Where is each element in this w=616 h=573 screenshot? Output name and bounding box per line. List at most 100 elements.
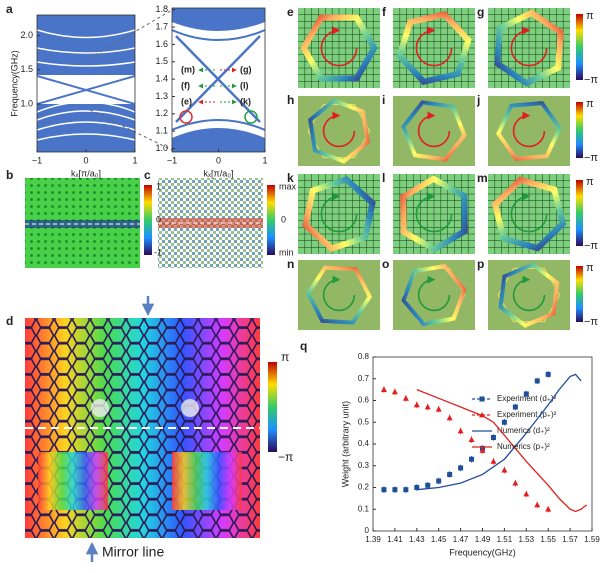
rotation-arrow bbox=[320, 192, 358, 233]
y-tick-label: 0.4 bbox=[358, 439, 370, 448]
band-zoom bbox=[172, 8, 265, 152]
data-point bbox=[435, 406, 442, 412]
data-point bbox=[446, 414, 453, 421]
edge-field bbox=[498, 262, 560, 328]
x-tick-label: 1.49 bbox=[475, 535, 491, 544]
rotation-arrow bbox=[510, 192, 548, 233]
y-tick-label: 1.0 bbox=[155, 143, 168, 153]
field-image bbox=[298, 260, 380, 330]
y-tick-label: 0.7 bbox=[358, 374, 370, 383]
edge-field bbox=[302, 176, 376, 252]
y-tick-label: 0.3 bbox=[358, 461, 370, 470]
vortex bbox=[172, 452, 242, 510]
panel-label: m bbox=[477, 171, 488, 185]
data-line bbox=[416, 389, 587, 513]
y-tick-label: 1.3 bbox=[155, 91, 168, 101]
panel-label: j bbox=[476, 93, 480, 107]
edge-field bbox=[401, 263, 467, 327]
data-point bbox=[545, 506, 552, 512]
rotation-arrow bbox=[415, 192, 453, 233]
annotation: Mirror line bbox=[102, 544, 164, 560]
panel-label: h bbox=[287, 93, 294, 107]
plot-frame bbox=[372, 356, 593, 532]
data-point bbox=[479, 447, 486, 453]
x-tick-label: 1.43 bbox=[409, 535, 425, 544]
edge-field bbox=[491, 176, 567, 252]
panel-label: g bbox=[477, 5, 484, 19]
panel-label: b bbox=[6, 168, 13, 182]
x-tick-label: 1.51 bbox=[497, 535, 513, 544]
edge-field bbox=[396, 11, 472, 85]
y-tick-label: 1.1 bbox=[155, 126, 168, 136]
edge-field bbox=[496, 100, 562, 162]
panel-label: n bbox=[287, 257, 294, 271]
colorbar-label: π bbox=[586, 10, 594, 22]
y-tick-label: 0.8 bbox=[358, 352, 370, 361]
x-axis-label: kₓ[π/a₀] bbox=[71, 168, 101, 178]
rotation-arrow bbox=[417, 275, 451, 312]
x-tick-label: 0 bbox=[216, 155, 221, 165]
y-tick-label: 1.5 bbox=[155, 56, 168, 66]
rotation-arrow bbox=[244, 110, 258, 124]
x-axis-label: Frequency(GHz) bbox=[449, 547, 516, 557]
data-point bbox=[523, 391, 529, 397]
data-point bbox=[402, 395, 409, 401]
y-tick-label: 1.5 bbox=[20, 64, 33, 74]
colorbar-label: min bbox=[279, 247, 294, 257]
y-tick-label: 1.8 bbox=[155, 4, 168, 14]
y-tick-label: 0.6 bbox=[358, 396, 370, 405]
band-structure bbox=[37, 15, 135, 152]
annotation: (l) bbox=[240, 80, 249, 90]
colorbar-label: 0 bbox=[281, 214, 286, 224]
edge-field bbox=[308, 98, 370, 164]
data-point bbox=[425, 482, 431, 488]
data-point bbox=[501, 419, 507, 425]
data-point bbox=[523, 490, 530, 497]
rotation-arrow bbox=[512, 111, 546, 148]
hex-outline bbox=[402, 267, 466, 323]
colorbar-label: −π bbox=[584, 240, 598, 252]
data-point bbox=[424, 403, 431, 410]
y-tick-label: 0.5 bbox=[358, 417, 370, 426]
data-point bbox=[391, 388, 398, 395]
colorbar bbox=[144, 185, 152, 255]
data-point bbox=[534, 501, 541, 508]
edge-field bbox=[401, 100, 467, 162]
data-point bbox=[436, 478, 442, 484]
hex-outline bbox=[497, 267, 561, 323]
x-tick-label: −1 bbox=[32, 155, 42, 165]
legend-swatch bbox=[479, 396, 485, 402]
x-tick-label: 1.59 bbox=[584, 535, 600, 544]
legend-label: Numerics (d₊)² bbox=[497, 426, 550, 435]
colorbar-label: −π bbox=[584, 152, 598, 164]
edge-field bbox=[300, 14, 378, 82]
y-tick-label: 1.2 bbox=[155, 108, 168, 118]
annotation: (f) bbox=[181, 80, 190, 90]
rotation-arrow bbox=[415, 26, 453, 67]
x-tick-label: 1.41 bbox=[387, 535, 403, 544]
y-tick-label: 0 bbox=[365, 526, 370, 535]
panel-label: f bbox=[382, 5, 387, 19]
zoom-guide bbox=[89, 9, 173, 151]
panel-label: p bbox=[477, 257, 484, 271]
annotation: (e) bbox=[181, 96, 192, 106]
y-tick-label: 1.6 bbox=[155, 39, 168, 49]
edge-field bbox=[400, 175, 468, 253]
x-tick-label: 1 bbox=[262, 155, 267, 165]
legend-label: Numerics (p₊)² bbox=[497, 442, 550, 451]
data-point bbox=[381, 487, 387, 493]
x-axis-label: kₓ[π/a₀] bbox=[204, 168, 234, 178]
hex-outline bbox=[307, 103, 371, 159]
rotation-arrow bbox=[417, 111, 451, 148]
rotation-arrow bbox=[179, 110, 193, 124]
x-tick-label: −1 bbox=[167, 155, 177, 165]
data-point bbox=[490, 434, 496, 440]
rotation-arrow bbox=[512, 275, 546, 312]
edge-field bbox=[494, 9, 564, 87]
colorbar-label: π bbox=[586, 98, 594, 110]
panel-label: k bbox=[287, 171, 294, 185]
panel-label: i bbox=[382, 93, 385, 107]
annotation: (g) bbox=[240, 64, 252, 74]
data-point bbox=[414, 485, 420, 490]
